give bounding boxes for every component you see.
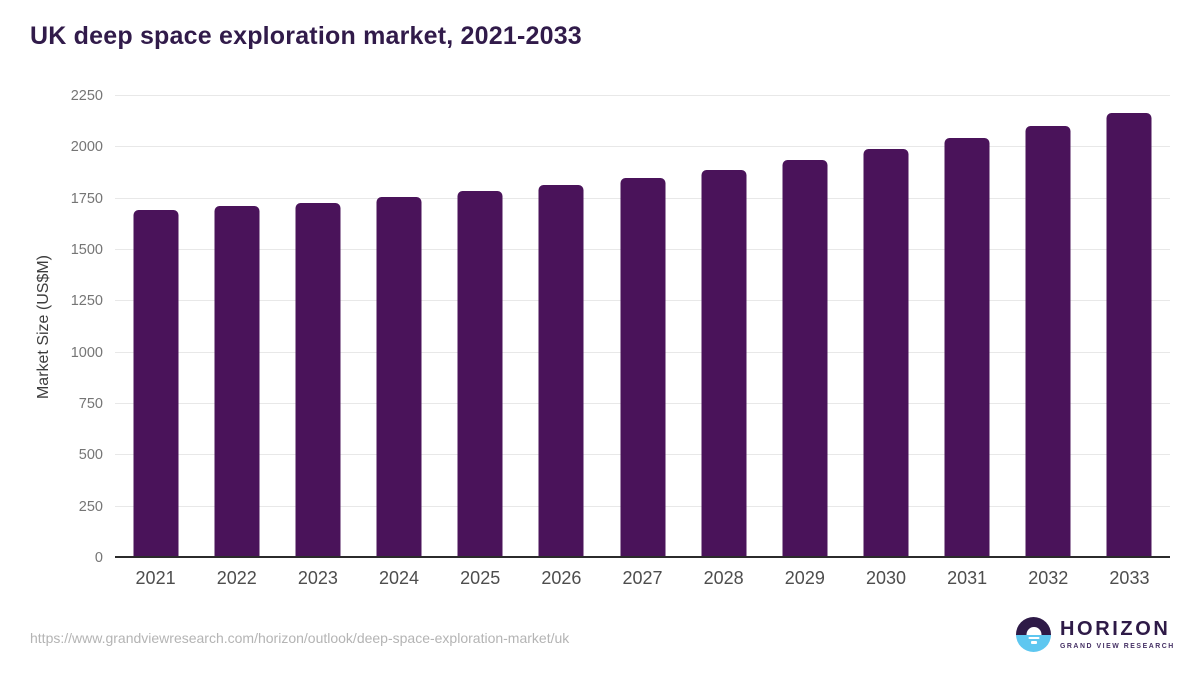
bar-2027 [620,177,666,558]
logo-title: HORIZON [1060,618,1171,641]
bar-2029 [782,160,828,558]
bar-column-2026 [521,96,602,558]
y-tick-label-500: 500 [78,447,103,464]
x-tick-label-2033: 2033 [1109,568,1150,588]
bar-2025 [457,191,503,558]
bar-column-2025 [440,96,521,558]
bar-2026 [538,184,584,558]
bar-2022 [214,206,260,558]
y-tick-label-2000: 2000 [70,139,103,156]
bar-column-2032 [1008,96,1089,558]
x-tick-label-2029: 2029 [784,568,825,588]
plot-area [115,95,1170,558]
y-tick-label-250: 250 [78,498,103,515]
y-tick-label-2250: 2250 [70,88,103,104]
sun-icon [1026,627,1041,635]
y-tick-label-1250: 1250 [70,293,103,310]
bar-column-2029 [764,96,845,558]
bar-column-2021 [115,96,196,558]
bar-2024 [376,197,422,558]
bar-2031 [944,138,990,558]
y-tick-label-0: 0 [94,550,103,566]
x-tick-label-2027: 2027 [622,568,663,588]
bar-2030 [863,149,909,558]
x-axis-labels: 2021 2022 2023 2024 2025 2026 2027 2028 2029 2030… [115,568,1170,589]
bar-column-2027 [602,96,683,558]
x-tick-label-2028: 2028 [703,568,744,588]
bar-column-2033 [1089,96,1170,558]
logo-text: HORIZON GRAND VIEW RESEARCH [1060,619,1175,650]
bar-column-2031 [927,96,1008,558]
x-tick-label-2023: 2023 [297,568,338,588]
y-axis-ticks: 0 250 500 750 1000 1250 1500 1750 2000 2250 [0,88,103,566]
bar-2021 [133,209,179,558]
bar-2028 [701,169,747,558]
x-tick-label-2032: 2032 [1028,568,1069,588]
x-axis-line [115,556,1170,558]
x-tick-label-2026: 2026 [541,568,582,588]
gridline-2000 [115,146,1170,148]
y-tick-label-750: 750 [78,396,103,412]
bar-2023 [295,202,341,558]
gridline-2250 [115,95,1170,96]
x-tick-label-2025: 2025 [460,568,501,588]
page-title: UK deep space exploration market, 2021-2… [30,22,582,50]
x-tick-label-2021: 2021 [135,568,176,588]
x-tick-label-2022: 2022 [216,568,257,588]
reflection-dash-icon [1030,641,1037,644]
y-tick-label-1000: 1000 [70,344,103,361]
bar-2033 [1106,112,1152,558]
logo-subtitle: GRAND VIEW RESEARCH [1060,642,1175,650]
bar-column-2024 [358,96,439,558]
logo-sky-half [1016,617,1051,635]
bar-column-2023 [277,96,358,558]
y-tick-label-1500: 1500 [70,242,103,258]
bar-2032 [1025,126,1071,558]
x-tick-label-2031: 2031 [947,568,988,588]
horizon-sun-over-water-icon [1016,617,1051,652]
y-tick-label-1750: 1750 [70,190,103,207]
bar-column-2028 [683,96,764,558]
bar-column-2022 [196,96,277,558]
bar-column-2030 [845,96,926,558]
bars-group [115,96,1170,558]
horizon-logo: HORIZON GRAND VIEW RESEARCH [1016,617,1175,652]
x-tick-label-2024: 2024 [379,568,420,588]
reflection-dash-icon [1028,637,1039,640]
x-tick-label-2030: 2030 [865,568,906,588]
source-url: https://www.grandviewresearch.com/horizo… [30,630,570,646]
